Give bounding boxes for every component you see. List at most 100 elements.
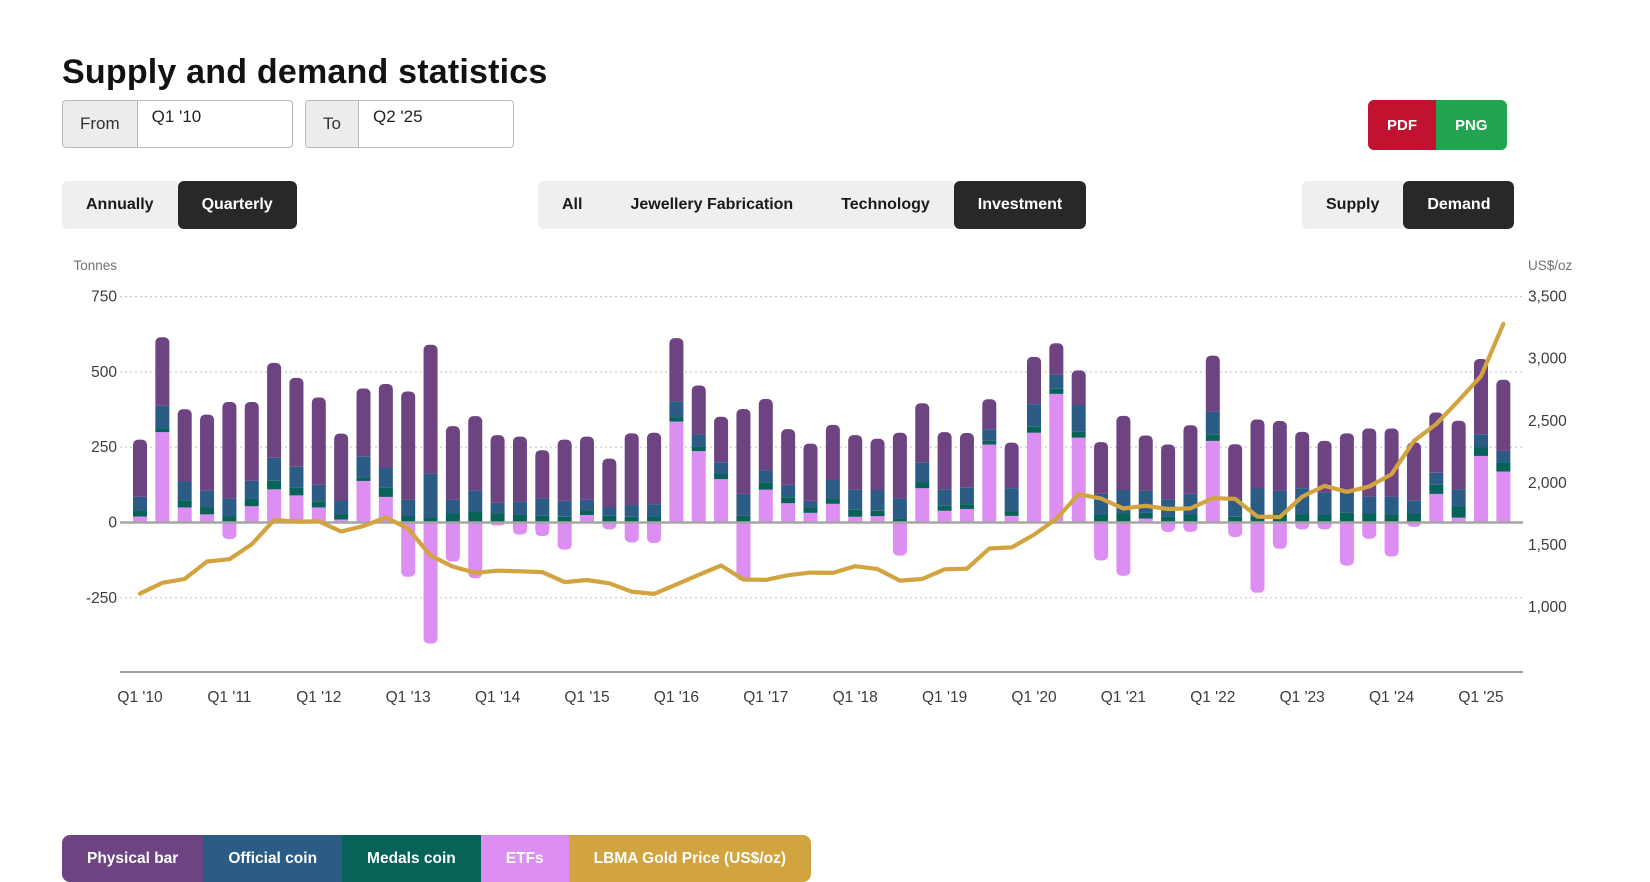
toggle-all[interactable]: All [538,181,607,229]
bar-segment-etfs[interactable] [915,488,930,523]
bar-segment-etfs-negative[interactable] [1161,522,1176,532]
bar-segment-official-coin[interactable] [222,498,237,517]
bar-segment-medals-coin[interactable] [1027,426,1041,433]
bar-segment-physical-bar[interactable] [580,436,594,500]
bar-segment-physical-bar[interactable] [1406,442,1421,501]
bar-segment-etfs[interactable] [758,489,773,523]
bar-segment-official-coin[interactable] [1272,490,1287,514]
bar-segment-official-coin[interactable] [647,504,662,517]
bar-segment-official-coin[interactable] [870,489,885,511]
bar-segment-physical-bar[interactable] [758,399,773,471]
bar-segment-physical-bar[interactable] [557,439,572,501]
bar-segment-official-coin[interactable] [468,490,483,512]
bar-segment-medals-coin[interactable] [714,474,729,480]
bar-segment-official-coin[interactable] [1004,488,1019,512]
bar-segment-etfs[interactable] [244,506,259,523]
bar-segment-medals-coin[interactable] [848,509,863,517]
bar-segment-etfs-negative[interactable] [1116,522,1131,576]
bar-segment-etfs-negative[interactable] [445,522,460,562]
bar-segment-medals-coin[interactable] [870,510,885,517]
bar-segment-physical-bar[interactable] [781,429,796,485]
bar-segment-medals-coin[interactable] [155,428,170,433]
bar-segment-etfs[interactable] [356,480,371,523]
bar-segment-medals-coin[interactable] [915,482,930,489]
toggle-demand[interactable]: Demand [1403,181,1515,229]
bar-segment-medals-coin[interactable] [1317,514,1332,523]
bar-segment-etfs-negative[interactable] [512,522,527,535]
bar-segment-medals-coin[interactable] [580,510,594,515]
png-button[interactable]: PNG [1436,100,1507,150]
gold-price-line[interactable] [137,321,1506,596]
bar-segment-physical-bar[interactable] [155,337,170,406]
bar-segment-official-coin[interactable] [311,484,326,502]
bar-segment-etfs-negative[interactable] [1094,522,1109,561]
bar-segment-etfs-negative[interactable] [1183,522,1198,532]
bar-segment-medals-coin[interactable] [557,516,572,523]
bar-segment-official-coin[interactable] [1049,374,1064,389]
bar-segment-physical-bar[interactable] [1161,444,1176,500]
bar-segment-physical-bar[interactable] [1339,433,1354,491]
bar-segment-medals-coin[interactable] [445,513,460,523]
bar-segment-etfs[interactable] [1049,393,1064,523]
bar-segment-official-coin[interactable] [401,499,416,517]
bar-segment-etfs[interactable] [1071,437,1086,523]
bar-segment-official-coin[interactable] [691,434,706,447]
bar-segment-physical-bar[interactable] [490,435,505,503]
bar-segment-medals-coin[interactable] [133,510,147,517]
bar-segment-official-coin[interactable] [535,498,550,516]
bar-segment-etfs-negative[interactable] [736,522,751,581]
bar-segment-etfs[interactable] [781,503,796,523]
bar-segment-etfs[interactable] [1004,515,1019,523]
bar-segment-official-coin[interactable] [1250,488,1265,517]
bar-segment-medals-coin[interactable] [803,507,818,513]
bar-segment-official-coin[interactable] [803,500,818,508]
bar-segment-etfs-negative[interactable] [1272,522,1287,549]
bar-segment-physical-bar[interactable] [1183,425,1198,494]
bar-segment-official-coin[interactable] [557,500,572,517]
bar-segment-physical-bar[interactable] [1205,355,1220,412]
bar-segment-physical-bar[interactable] [1071,370,1086,406]
bar-segment-physical-bar[interactable] [1317,440,1332,493]
bar-segment-medals-coin[interactable] [982,440,997,445]
bar-segment-medals-coin[interactable] [334,514,349,520]
bar-segment-medals-coin[interactable] [758,482,773,490]
bar-segment-physical-bar[interactable] [848,435,863,490]
bar-segment-etfs[interactable] [825,503,840,523]
bar-segment-official-coin[interactable] [334,500,349,515]
bar-segment-medals-coin[interactable] [781,497,796,504]
bar-segment-physical-bar[interactable] [1228,444,1243,499]
bar-segment-physical-bar[interactable] [1049,343,1064,375]
bar-segment-etfs[interactable] [289,495,304,523]
toggle-investment[interactable]: Investment [953,181,1087,229]
bar-segment-medals-coin[interactable] [1339,512,1354,523]
bar-segment-etfs-negative[interactable] [892,522,907,556]
bar-segment-medals-coin[interactable] [1071,431,1086,438]
bar-segment-etfs-negative[interactable] [423,522,438,644]
bar-segment-etfs[interactable] [669,421,684,523]
bar-segment-official-coin[interactable] [1339,490,1354,513]
bar-segment-medals-coin[interactable] [1406,513,1421,523]
bar-segment-physical-bar[interactable] [1295,431,1310,489]
bar-segment-official-coin[interactable] [1138,490,1153,513]
bar-segment-etfs-negative[interactable] [222,522,237,540]
bar-segment-etfs[interactable] [155,432,170,523]
bar-segment-medals-coin[interactable] [1474,447,1488,456]
bar-segment-etfs[interactable] [691,451,706,523]
bar-segment-official-coin[interactable] [714,462,729,475]
bar-segment-physical-bar[interactable] [244,402,259,481]
toggle-technology[interactable]: Technology [817,181,954,229]
bar-segment-official-coin[interactable] [133,496,147,511]
bar-segment-medals-coin[interactable] [512,514,527,523]
bar-segment-official-coin[interactable] [1451,489,1466,507]
bar-segment-etfs[interactable] [1027,432,1041,523]
bar-segment-physical-bar[interactable] [1384,428,1399,497]
bar-segment-medals-coin[interactable] [1362,513,1377,523]
bar-segment-official-coin[interactable] [1317,492,1332,515]
bar-segment-official-coin[interactable] [959,487,974,505]
bar-segment-etfs[interactable] [177,507,192,523]
bar-segment-official-coin[interactable] [155,405,170,429]
bar-segment-medals-coin[interactable] [1228,516,1243,523]
toggle-supply[interactable]: Supply [1302,181,1404,229]
bar-segment-medals-coin[interactable] [1295,514,1310,523]
bar-segment-official-coin[interactable] [1496,450,1511,463]
